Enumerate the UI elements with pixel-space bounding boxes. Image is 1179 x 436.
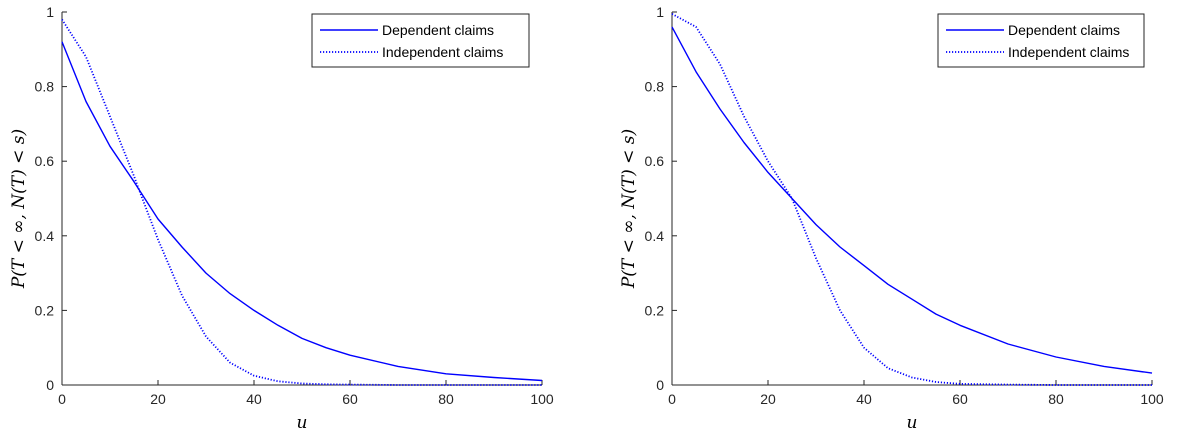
y-tick-label: 0.8: [645, 79, 665, 95]
y-tick-label: 0.2: [645, 302, 665, 318]
y-tick-label: 0.6: [645, 153, 665, 169]
x-tick-label: 100: [530, 391, 554, 407]
legend-label: Dependent claims: [382, 22, 494, 38]
y-axis-label: P(T < ∞, N(T) < s): [9, 129, 29, 289]
x-tick-label: 60: [342, 391, 358, 407]
legend-label: Independent claims: [1008, 44, 1129, 60]
x-tick-label: 100: [1140, 391, 1164, 407]
x-tick-label: 0: [668, 391, 676, 407]
y-tick-label: 0.4: [645, 228, 665, 244]
x-tick-label: 60: [952, 391, 968, 407]
x-tick-label: 20: [760, 391, 776, 407]
x-axis-label: u: [907, 413, 918, 433]
y-tick-label: 0: [46, 377, 54, 393]
x-tick-label: 40: [856, 391, 872, 407]
series-line-dependent: [671, 26, 1153, 374]
y-axis-label: P(T < ∞, N(T) < s): [619, 129, 639, 289]
y-tick-label: 1: [46, 4, 54, 20]
legend-label: Independent claims: [382, 44, 503, 60]
x-tick-label: 80: [1048, 391, 1064, 407]
series-line-independent: [61, 19, 542, 386]
x-tick-label: 20: [150, 391, 166, 407]
y-tick-label: 0.8: [35, 79, 55, 95]
plot-panel-2: 0 20 40 60 80 100 0 0.2 0.4 0.6 0.8 1 u P(T < ∞, N(T)…: [619, 4, 1164, 433]
x-tick-label: 40: [246, 391, 262, 407]
y-tick-label: 0.4: [35, 228, 55, 244]
x-tick-label: 0: [58, 391, 66, 407]
legend: Dependent claims Independent claims: [311, 13, 530, 68]
series-line-independent: [671, 13, 1152, 386]
y-tick-label: 0.6: [35, 153, 55, 169]
y-tick-label: 0.2: [35, 302, 55, 318]
x-axis-label: u: [297, 413, 308, 433]
legend-box: [937, 13, 1145, 68]
x-tick-label: 80: [438, 391, 454, 407]
legend: Dependent claims Independent claims: [937, 13, 1145, 68]
plot-panel-1: 0 20 40 60 80 100 0 0.2 0.4 0.6 0.8 1 u P(T < ∞, N(T)…: [9, 4, 554, 433]
legend-label: Dependent claims: [1008, 22, 1120, 38]
legend-box: [311, 13, 530, 68]
series-line-dependent: [61, 41, 543, 382]
y-tick-label: 1: [656, 4, 664, 20]
y-tick-label: 0: [656, 377, 664, 393]
